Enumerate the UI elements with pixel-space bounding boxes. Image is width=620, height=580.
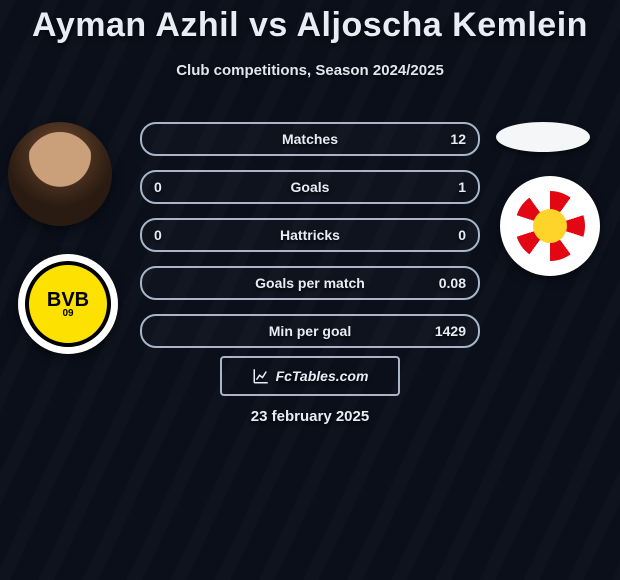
player-left-avatar <box>8 122 112 226</box>
stat-label: Hattricks <box>142 220 478 250</box>
stat-label: Goals per match <box>142 268 478 298</box>
club-left-year: 09 <box>62 309 73 318</box>
stat-label: Matches <box>142 124 478 154</box>
club-left-abbrev: BVB <box>47 291 89 309</box>
stats-container: Matches 12 0 Goals 1 0 Hattricks 0 Goals… <box>140 122 480 362</box>
stat-right-value: 1429 <box>435 316 466 346</box>
stat-right-value: 1 <box>458 172 466 202</box>
stat-right-value: 12 <box>450 124 466 154</box>
stat-right-value: 0 <box>458 220 466 250</box>
stat-row: 0 Hattricks 0 <box>140 218 480 252</box>
date-label: 23 february 2025 <box>0 408 620 425</box>
stat-row: Min per goal 1429 <box>140 314 480 348</box>
club-right-badge <box>500 176 600 276</box>
page-subtitle: Club competitions, Season 2024/2025 <box>0 62 620 79</box>
stat-right-value: 0.08 <box>439 268 466 298</box>
stat-row: Goals per match 0.08 <box>140 266 480 300</box>
club-left-badge: BVB 09 <box>18 254 118 354</box>
union-icon <box>515 191 585 261</box>
bvb-icon: BVB 09 <box>25 261 111 347</box>
stat-label: Min per goal <box>142 316 478 346</box>
stat-row: Matches 12 <box>140 122 480 156</box>
stat-label: Goals <box>142 172 478 202</box>
page-title: Ayman Azhil vs Aljoscha Kemlein <box>0 6 620 45</box>
chart-icon <box>252 367 270 385</box>
watermark-text: FcTables.com <box>276 368 369 384</box>
player-right-avatar <box>496 122 590 152</box>
watermark: FcTables.com <box>220 356 400 396</box>
stat-row: 0 Goals 1 <box>140 170 480 204</box>
